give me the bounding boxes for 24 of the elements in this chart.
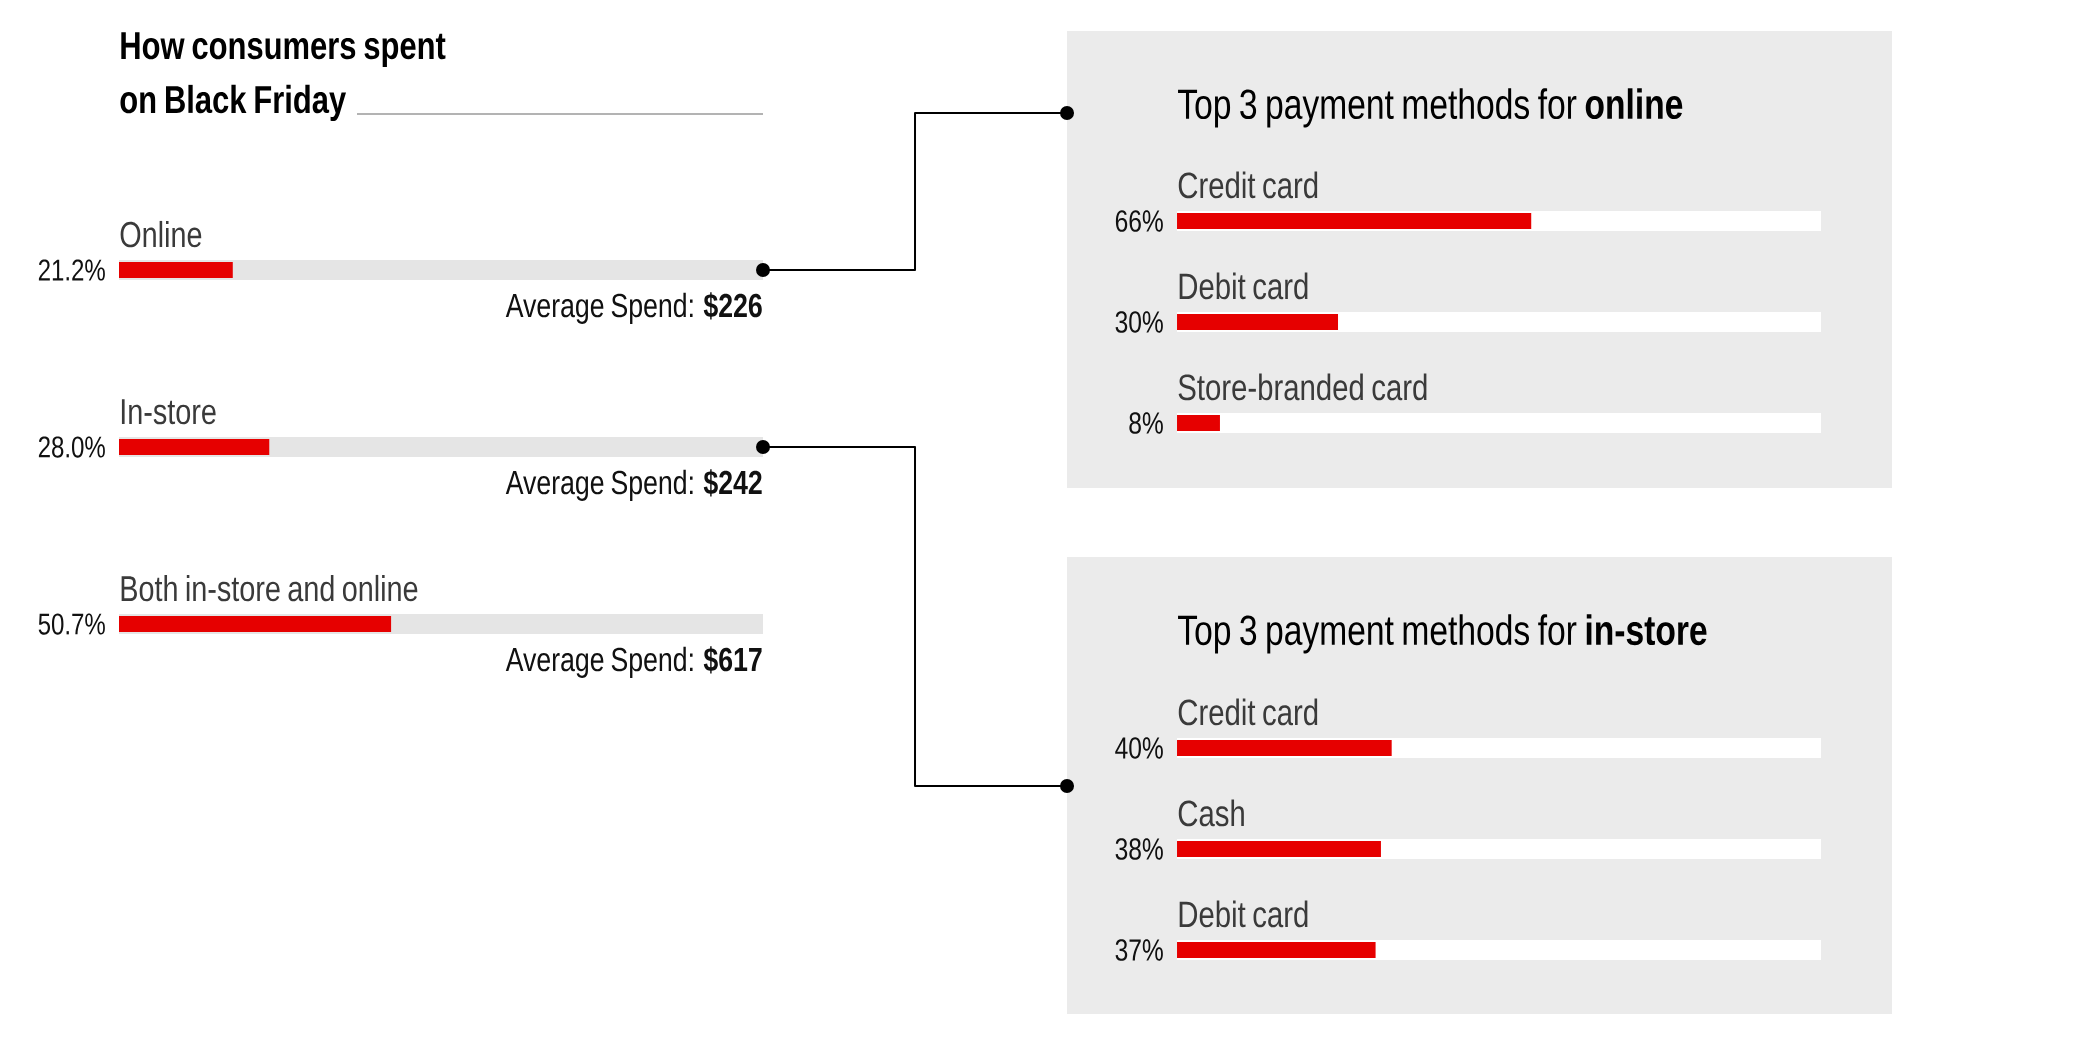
data-label: 28.0% [38, 436, 105, 458]
chart-title: Top 3 payment methods for in-store [1178, 614, 1707, 654]
annotation: Average Spend: $617 [505, 646, 762, 678]
chart-title: How consumers spent on Black Friday [120, 32, 446, 121]
annotation: Average Spend: $226 [505, 292, 762, 324]
data-label: 37% [1115, 939, 1163, 961]
y-tick-label: Credit card [1178, 171, 1318, 199]
y-tick-label: In-store [121, 399, 216, 425]
data-label: 38% [1115, 838, 1163, 860]
y-tick-label: Online [120, 220, 202, 248]
data-label: 8% [1129, 412, 1163, 434]
chart-title: Top 3 payment methods for online [1178, 88, 1683, 128]
y-tick-label: Debit card [1179, 272, 1308, 300]
data-label: 30% [1115, 311, 1163, 333]
data-label: 40% [1115, 737, 1163, 759]
y-tick-label: Credit card [1178, 698, 1318, 726]
annotation: Average Spend: $242 [505, 469, 762, 501]
y-tick-label: Both in-store and online [121, 574, 418, 602]
y-tick-label: Cash [1178, 799, 1244, 827]
y-tick-label: Debit card [1179, 900, 1308, 928]
data-label: 66% [1115, 210, 1163, 232]
data-label: 50.7% [38, 613, 105, 635]
data-label: 21.2% [38, 259, 105, 281]
y-tick-label: Store-branded card [1178, 373, 1427, 401]
